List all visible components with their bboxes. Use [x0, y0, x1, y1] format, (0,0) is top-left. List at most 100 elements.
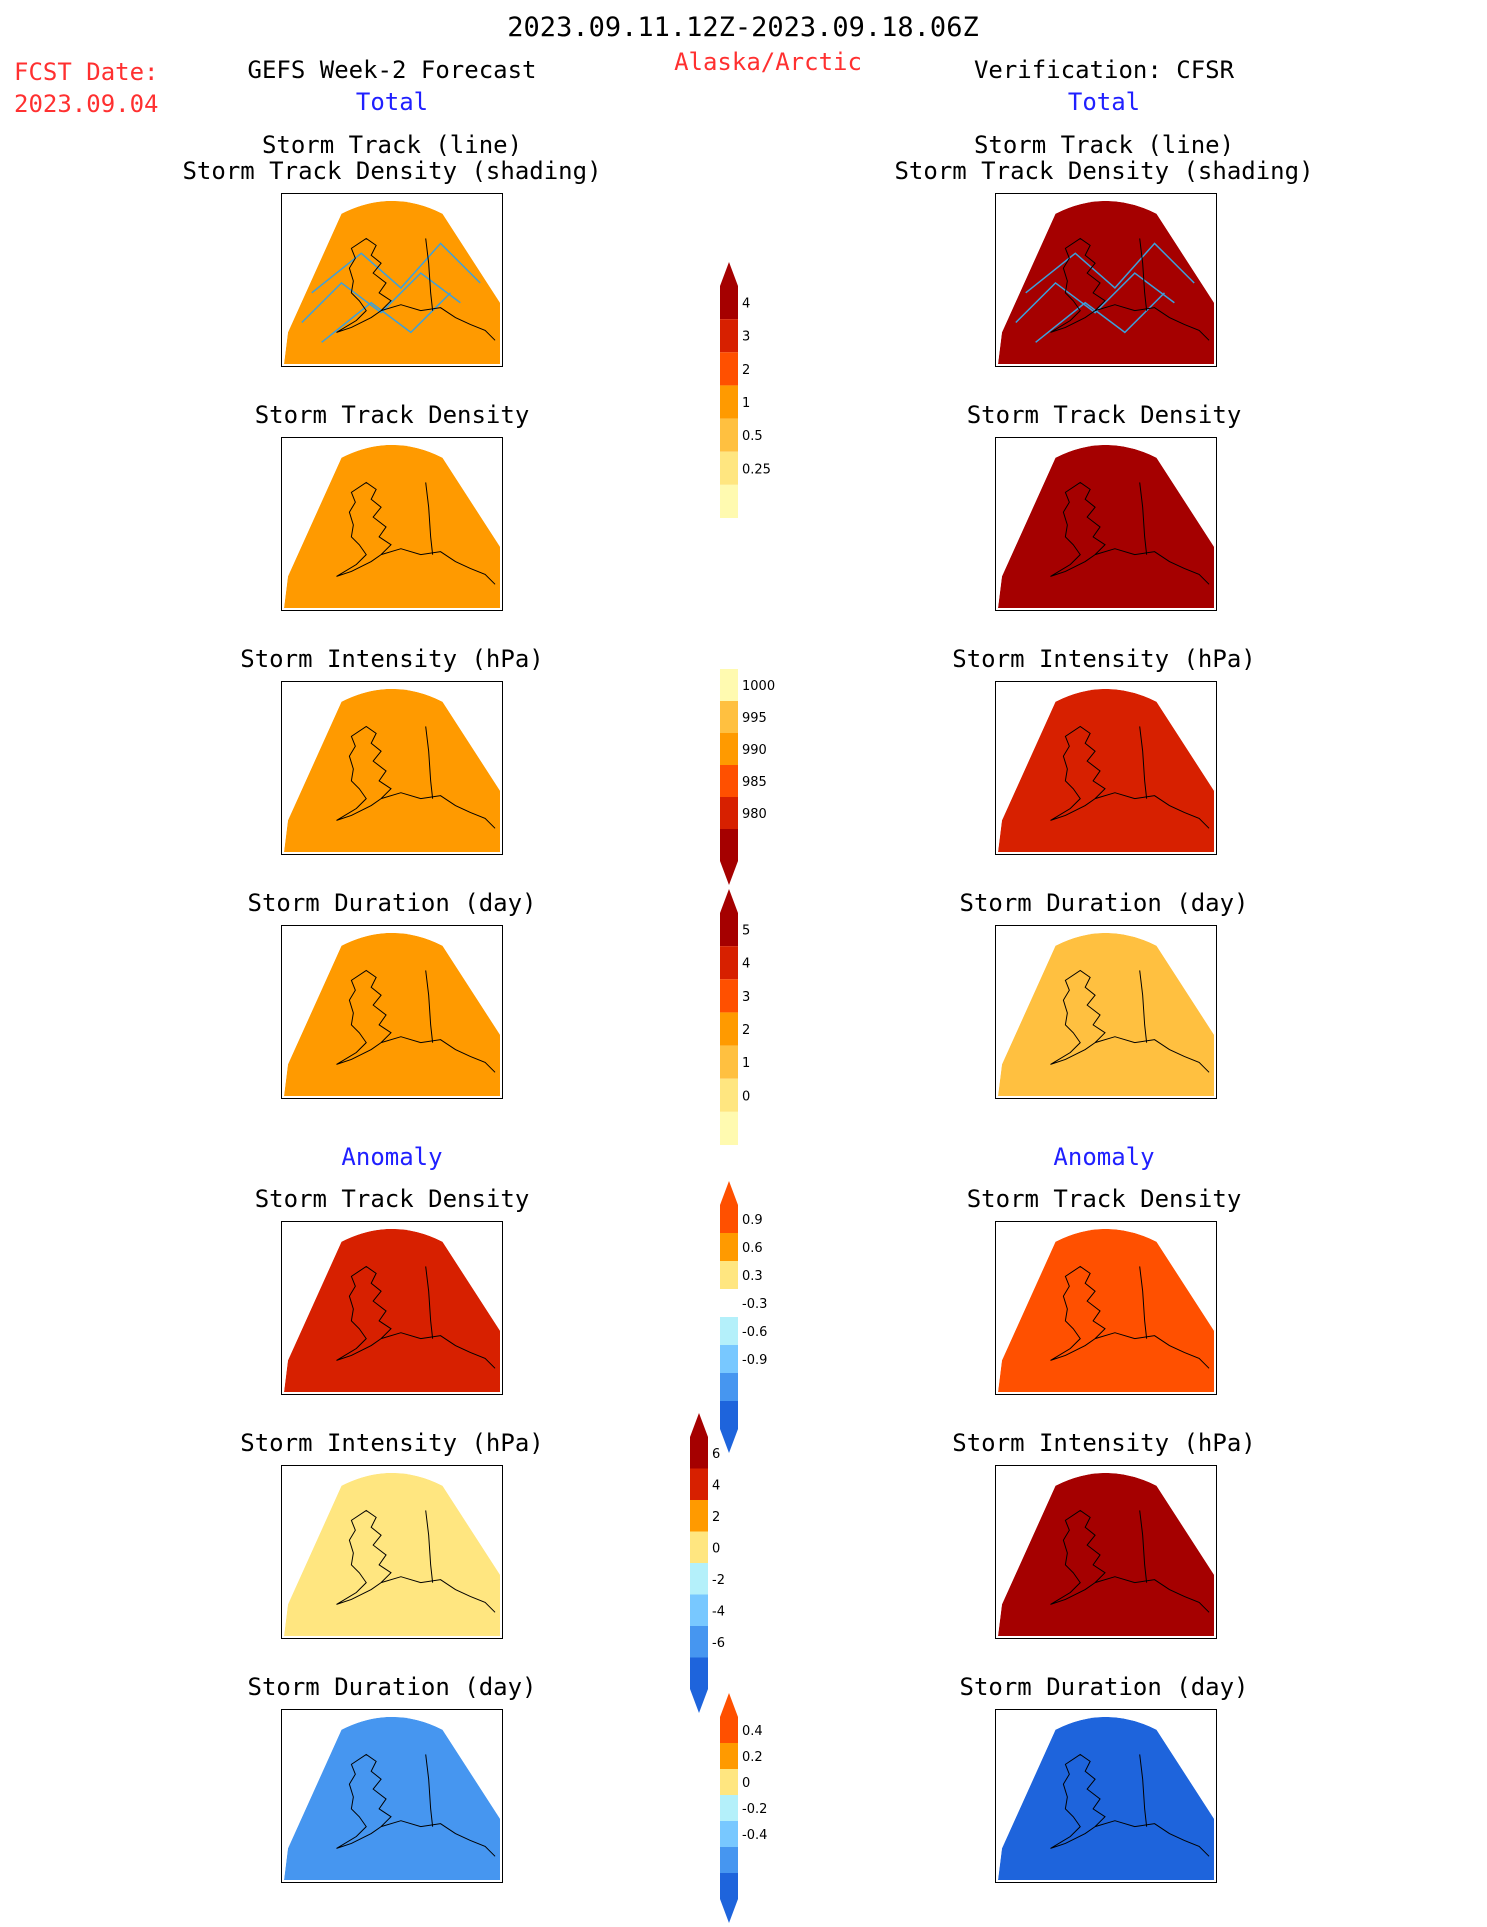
- coastline: [336, 725, 496, 829]
- coastline: [1050, 1265, 1210, 1369]
- colorbar-svg: 1000 995 990 985 980: [720, 669, 775, 885]
- colorbar-swatch: [720, 262, 738, 320]
- map-svg: [283, 1716, 501, 1881]
- shading-region: [283, 445, 501, 609]
- total-label-right: Total: [1067, 88, 1141, 116]
- colorbar-tick-label: 4: [712, 1478, 720, 1493]
- forecast-title: GEFS Week-2 Forecast: [247, 56, 537, 84]
- border-line: [1139, 970, 1148, 1043]
- colorbar-swatch: [690, 1500, 708, 1532]
- colorbar-swatch: [720, 484, 738, 518]
- title-fc-anom-intensity: Storm Intensity (hPa): [240, 1429, 544, 1457]
- map-svg: [997, 1717, 1215, 1881]
- colorbar-swatch: [720, 1401, 738, 1453]
- colorbar-total-duration: 5 4 3 2 1 0: [720, 889, 800, 1169]
- shading-region: [283, 1228, 501, 1393]
- colorbar-swatch: [720, 385, 738, 419]
- storm-track-lines: [301, 242, 481, 343]
- map-verify-total-intensity: [995, 681, 1217, 855]
- colorbar-tick-label: -0.4: [742, 1828, 767, 1843]
- colorbar-swatch: [720, 1847, 738, 1873]
- shading-region: [283, 932, 501, 1097]
- colorbar-tick-label: 985: [742, 775, 767, 790]
- border-line: [425, 1266, 434, 1339]
- shading-region: [997, 1473, 1215, 1637]
- colorbar-svg: 5 4 3 2 1 0: [720, 889, 750, 1145]
- title-fc-density: Storm Track Density: [254, 401, 530, 429]
- colorbar-tick-label: 0: [712, 1541, 720, 1556]
- region-title: Alaska/Arctic: [674, 48, 862, 76]
- colorbar-swatch: [720, 418, 738, 452]
- colorbar-swatch: [720, 979, 738, 1013]
- anomaly-label-left: Anomaly: [341, 1143, 443, 1171]
- colorbar-swatch: [720, 1693, 738, 1743]
- title-vf-intensity: Storm Intensity (hPa): [952, 645, 1256, 673]
- colorbar-swatch: [690, 1468, 708, 1500]
- colorbar-tick-label: 2: [742, 363, 750, 378]
- shading-region: [283, 689, 501, 853]
- colorbar-swatch: [720, 946, 738, 980]
- fcst-date-label: FCST Date:: [14, 58, 159, 86]
- colorbar-swatch: [720, 319, 738, 353]
- colorbar-tick-label: -0.6: [742, 1325, 767, 1340]
- colorbar-tick-label: -2: [712, 1573, 725, 1588]
- colorbar-tick-label: 0.5: [742, 429, 763, 444]
- colorbar-swatch: [720, 829, 738, 885]
- map-svg: [283, 201, 501, 365]
- border-line: [425, 482, 434, 555]
- colorbar-tick-label: 0.4: [742, 1724, 763, 1739]
- colorbar-swatch: [720, 1012, 738, 1046]
- title-fc-track-line: Storm Track (line): [261, 131, 523, 159]
- colorbar-svg: 0.4 0.2 0 -0.2 -0.4: [720, 1693, 767, 1923]
- map-verify-anom-density: [995, 1221, 1217, 1395]
- shading-region: [997, 1717, 1215, 1881]
- map-svg: [997, 1473, 1215, 1637]
- colorbar-anom-density: 0.9 0.6 0.3 -0.3 -0.6 -0.9: [720, 1181, 800, 1453]
- coastline: [336, 237, 496, 341]
- map-svg: [283, 932, 501, 1097]
- map-svg: [283, 1228, 501, 1393]
- colorbar-swatch: [720, 797, 738, 829]
- coastline: [1050, 237, 1210, 341]
- title-fc-anom-density: Storm Track Density: [254, 1185, 530, 1213]
- colorbar-swatch: [720, 352, 738, 386]
- title-vf-density: Storm Track Density: [966, 401, 1242, 429]
- colorbar-swatch: [720, 1181, 738, 1233]
- shading-region: [283, 1472, 501, 1637]
- colorbar-swatch: [720, 1261, 738, 1289]
- colorbar-swatch: [720, 1769, 738, 1795]
- coastline: [1050, 725, 1210, 829]
- storm-track-lines: [1015, 242, 1195, 343]
- map-svg: [997, 201, 1215, 365]
- colorbar-swatch: [720, 1078, 738, 1112]
- colorbar-svg: 6 4 2 0 -2 -4 -6: [690, 1413, 725, 1713]
- colorbar-tick-label: 3: [742, 330, 750, 345]
- map-svg: [997, 1229, 1215, 1393]
- map-verify-anom-intensity: [995, 1465, 1217, 1639]
- colorbar-swatch: [720, 669, 738, 701]
- colorbar-swatch: [690, 1626, 708, 1658]
- colorbar-swatch: [720, 1317, 738, 1345]
- map-svg: [997, 689, 1215, 853]
- colorbar-tick-label: 3: [742, 990, 750, 1005]
- title-vf-anom-density: Storm Track Density: [966, 1185, 1242, 1213]
- colorbar-swatch: [690, 1657, 708, 1713]
- colorbar-swatch: [720, 701, 738, 733]
- title-vf-duration: Storm Duration (day): [959, 889, 1249, 917]
- colorbar-tick-label: 1: [742, 1056, 750, 1071]
- colorbar-svg: 0.9 0.6 0.3 -0.3 -0.6 -0.9: [720, 1181, 767, 1453]
- anomaly-label-right: Anomaly: [1053, 1143, 1155, 1171]
- colorbar-tick-label: 0: [742, 1776, 750, 1791]
- colorbar-tick-label: 0: [742, 1089, 750, 1104]
- colorbar-swatch: [720, 1821, 738, 1847]
- colorbar-tick-label: -0.2: [742, 1802, 767, 1817]
- shading-region: [283, 201, 501, 365]
- title-vf-anom-intensity: Storm Intensity (hPa): [952, 1429, 1256, 1457]
- shading-region: [997, 201, 1215, 365]
- colorbar-tick-label: 980: [742, 807, 767, 822]
- border-line: [1139, 1266, 1148, 1339]
- title-fc-intensity: Storm Intensity (hPa): [240, 645, 544, 673]
- map-svg: [283, 445, 501, 609]
- border-line: [1139, 238, 1148, 311]
- shading-region: [997, 445, 1215, 609]
